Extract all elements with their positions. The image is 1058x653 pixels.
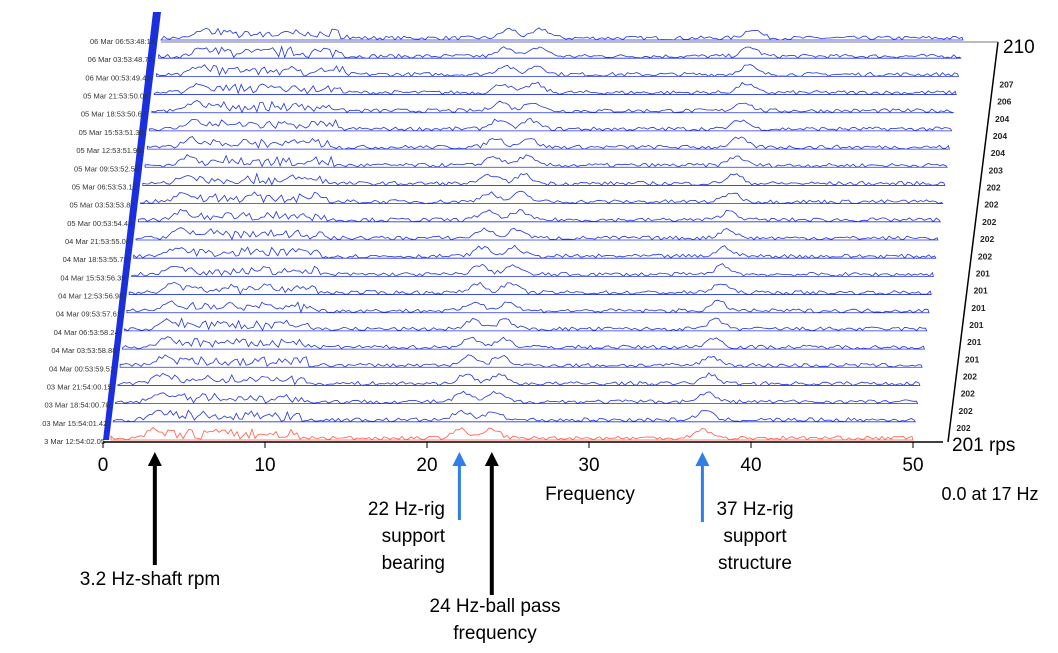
annotation-text: support bbox=[723, 526, 787, 547]
timestamp-label: 05 Mar 21:53:50.04 bbox=[83, 92, 148, 101]
trace bbox=[124, 317, 928, 332]
annotation-text: structure bbox=[718, 553, 792, 574]
rps-label: 201 bbox=[969, 320, 983, 330]
arrow-head bbox=[452, 452, 467, 466]
timestamp-label: 03 Mar 15:54:01.42 bbox=[42, 419, 107, 428]
timestamp-label: 06 Mar 06:53:48:14 bbox=[90, 37, 155, 46]
trace bbox=[119, 354, 923, 368]
trace bbox=[156, 64, 960, 77]
trace bbox=[144, 154, 948, 168]
annotation-text: bearing bbox=[382, 553, 445, 574]
trace bbox=[160, 27, 964, 41]
rps-label: 204 bbox=[995, 114, 1009, 124]
trace bbox=[146, 136, 950, 150]
annotation-text: 24 Hz-ball pass bbox=[430, 596, 561, 617]
z-top-label: 210 bbox=[1003, 37, 1035, 58]
rps-label: 202 bbox=[984, 200, 998, 210]
z-axis-line bbox=[947, 41, 999, 443]
timestamp-label: 04 Mar 03:53:58.88 bbox=[51, 346, 116, 355]
timestamp-label: 05 Mar 03:53:53.82 bbox=[69, 201, 134, 210]
timestamp-label: 04 Mar 06:53:58.24 bbox=[54, 328, 119, 337]
trace bbox=[151, 99, 954, 114]
trace bbox=[110, 426, 914, 441]
rps-label: 202 bbox=[959, 406, 973, 416]
trace bbox=[126, 299, 930, 314]
trace bbox=[117, 372, 921, 386]
z-bottom-label: 201 rps bbox=[952, 435, 1015, 456]
rps-label: 201 bbox=[971, 303, 985, 313]
timestamp-label: 05 Mar 15:53:51.30 bbox=[79, 128, 144, 137]
rps-label: 203 bbox=[989, 165, 1003, 175]
timestamp-label: 04 Mar 00:53:59.51 bbox=[49, 364, 114, 373]
trace bbox=[149, 117, 953, 132]
rps-label: 207 bbox=[999, 79, 1013, 89]
rps-label: 202 bbox=[982, 217, 996, 227]
x-tick-label: 20 bbox=[416, 455, 437, 476]
timestamp-label: 04 Mar 21:53:55.08 bbox=[65, 237, 130, 246]
timestamp-label: 05 Mar 06:53:53.19 bbox=[72, 182, 137, 191]
trace bbox=[128, 281, 932, 296]
annotation-text: 22 Hz-rig bbox=[368, 499, 445, 520]
rps-label: 202 bbox=[980, 234, 994, 244]
timestamp-label: 05 Mar 09:53:52.56 bbox=[74, 164, 139, 173]
x-tick-label: 40 bbox=[740, 455, 761, 476]
rps-label: 204 bbox=[993, 131, 1007, 141]
annotation-text: 3.2 Hz-shaft rpm bbox=[80, 569, 220, 590]
trace bbox=[140, 190, 944, 205]
x-tick-label: 10 bbox=[254, 455, 275, 476]
timestamp-label: 06 Mar 03:53:48.76 bbox=[88, 55, 153, 64]
timestamp-label: 05 Mar 12:53:51.93 bbox=[76, 146, 141, 155]
trace bbox=[131, 263, 934, 277]
timestamp-label: 05 Mar 00:53:54.45 bbox=[67, 219, 132, 228]
rps-label: 201 bbox=[965, 354, 979, 364]
timestamp-label: 04 Mar 18:53:55.72 bbox=[63, 255, 128, 264]
rps-label: 202 bbox=[961, 389, 975, 399]
timestamp-label: 03 Mar 21:54:00.15 bbox=[47, 382, 112, 391]
trace bbox=[135, 227, 939, 241]
rps-label: 202 bbox=[963, 372, 977, 382]
trace bbox=[137, 208, 942, 223]
note: 0.0 at 17 Hz bbox=[941, 484, 1038, 504]
arrow-head bbox=[147, 452, 162, 466]
rps-label: 202 bbox=[956, 423, 970, 433]
trace bbox=[153, 81, 957, 96]
timestamp-label: 05 Mar 18:53:50.67 bbox=[81, 110, 146, 119]
trace bbox=[133, 244, 937, 259]
rps-label: 202 bbox=[986, 183, 1000, 193]
x-tick-label: 50 bbox=[902, 455, 923, 476]
rps-label: 204 bbox=[991, 148, 1005, 158]
trace bbox=[158, 45, 962, 59]
trace bbox=[142, 172, 946, 187]
timestamp-label: 04 Mar 15:53:56.35 bbox=[60, 273, 125, 282]
timestamp-label: 04 Mar 09:53:57.61 bbox=[56, 310, 121, 319]
rps-label: 202 bbox=[978, 251, 992, 261]
rps-label: 201 bbox=[976, 268, 990, 278]
x-axis-label: Frequency bbox=[545, 484, 635, 505]
annotation-text: frequency bbox=[453, 623, 537, 644]
x-tick-label: 0 bbox=[98, 455, 109, 476]
rps-label: 201 bbox=[967, 337, 981, 347]
timestamp-label: 03 Mar 18:54:00.78 bbox=[44, 401, 109, 410]
annotation-text: support bbox=[382, 526, 446, 547]
arrow-head bbox=[484, 452, 499, 466]
annotation-text: 37 Hz-rig bbox=[716, 499, 793, 520]
timestamp-label: 06 Mar 00:53:49.41 bbox=[85, 73, 150, 82]
trace bbox=[121, 336, 925, 350]
traces bbox=[103, 12, 964, 441]
trace bbox=[115, 390, 919, 405]
rps-label: 206 bbox=[997, 97, 1011, 107]
low-frequency-wall bbox=[103, 12, 161, 440]
rps-label: 201 bbox=[974, 286, 988, 296]
arrow-head bbox=[695, 452, 710, 466]
trace bbox=[112, 409, 916, 423]
timestamp-label: 04 Mar 12:53:56.98 bbox=[58, 292, 123, 301]
x-tick-label: 30 bbox=[578, 455, 599, 476]
timestamp-label: 3 Mar 12:54:02.05 bbox=[44, 437, 105, 446]
